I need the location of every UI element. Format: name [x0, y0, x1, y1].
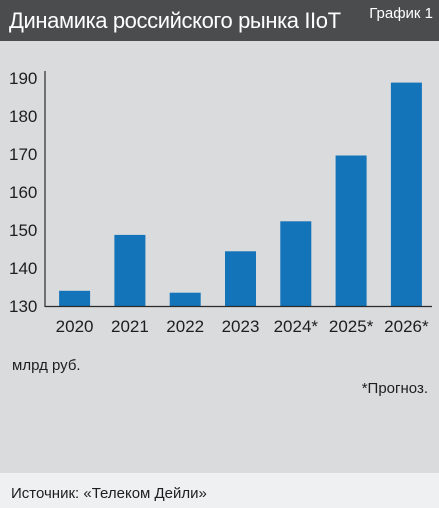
chart-header: Динамика российского рынка IIoT График 1	[0, 0, 439, 41]
x-tick-label: 2026*	[384, 317, 429, 336]
x-tick-label: 2021	[111, 317, 149, 336]
y-tick-label: 130	[9, 297, 37, 316]
bar	[225, 251, 256, 306]
bar	[114, 234, 146, 306]
unit-label: млрд руб.	[12, 357, 81, 374]
chart-number-label: График 1	[369, 5, 433, 22]
y-tick-label: 190	[9, 69, 37, 88]
source-caption: Источник: «Телеком Дейли»	[11, 485, 207, 502]
bar	[335, 155, 367, 306]
bar-chart: 190 180 170 160 150 140 130 2020 2021 2022 2023 202…	[9, 69, 432, 336]
x-tick-label: 2022	[166, 317, 204, 336]
bar	[280, 221, 312, 306]
y-tick-label: 170	[9, 145, 37, 164]
y-tick-label: 150	[9, 221, 37, 240]
bar	[169, 292, 201, 306]
x-tick-label: 2024*	[274, 317, 319, 336]
y-tick-label: 140	[9, 259, 37, 278]
y-tick-label: 180	[9, 107, 37, 126]
y-tick-label: 160	[9, 183, 37, 202]
chart-title: Динамика российского рынка IIoT	[9, 8, 341, 33]
bar	[390, 82, 422, 306]
x-tick-label: 2025*	[329, 317, 374, 336]
x-tick-label: 2020	[56, 317, 94, 336]
x-tick-label: 2023	[222, 317, 260, 336]
bar	[59, 290, 91, 306]
forecast-note: *Прогноз.	[361, 380, 428, 397]
